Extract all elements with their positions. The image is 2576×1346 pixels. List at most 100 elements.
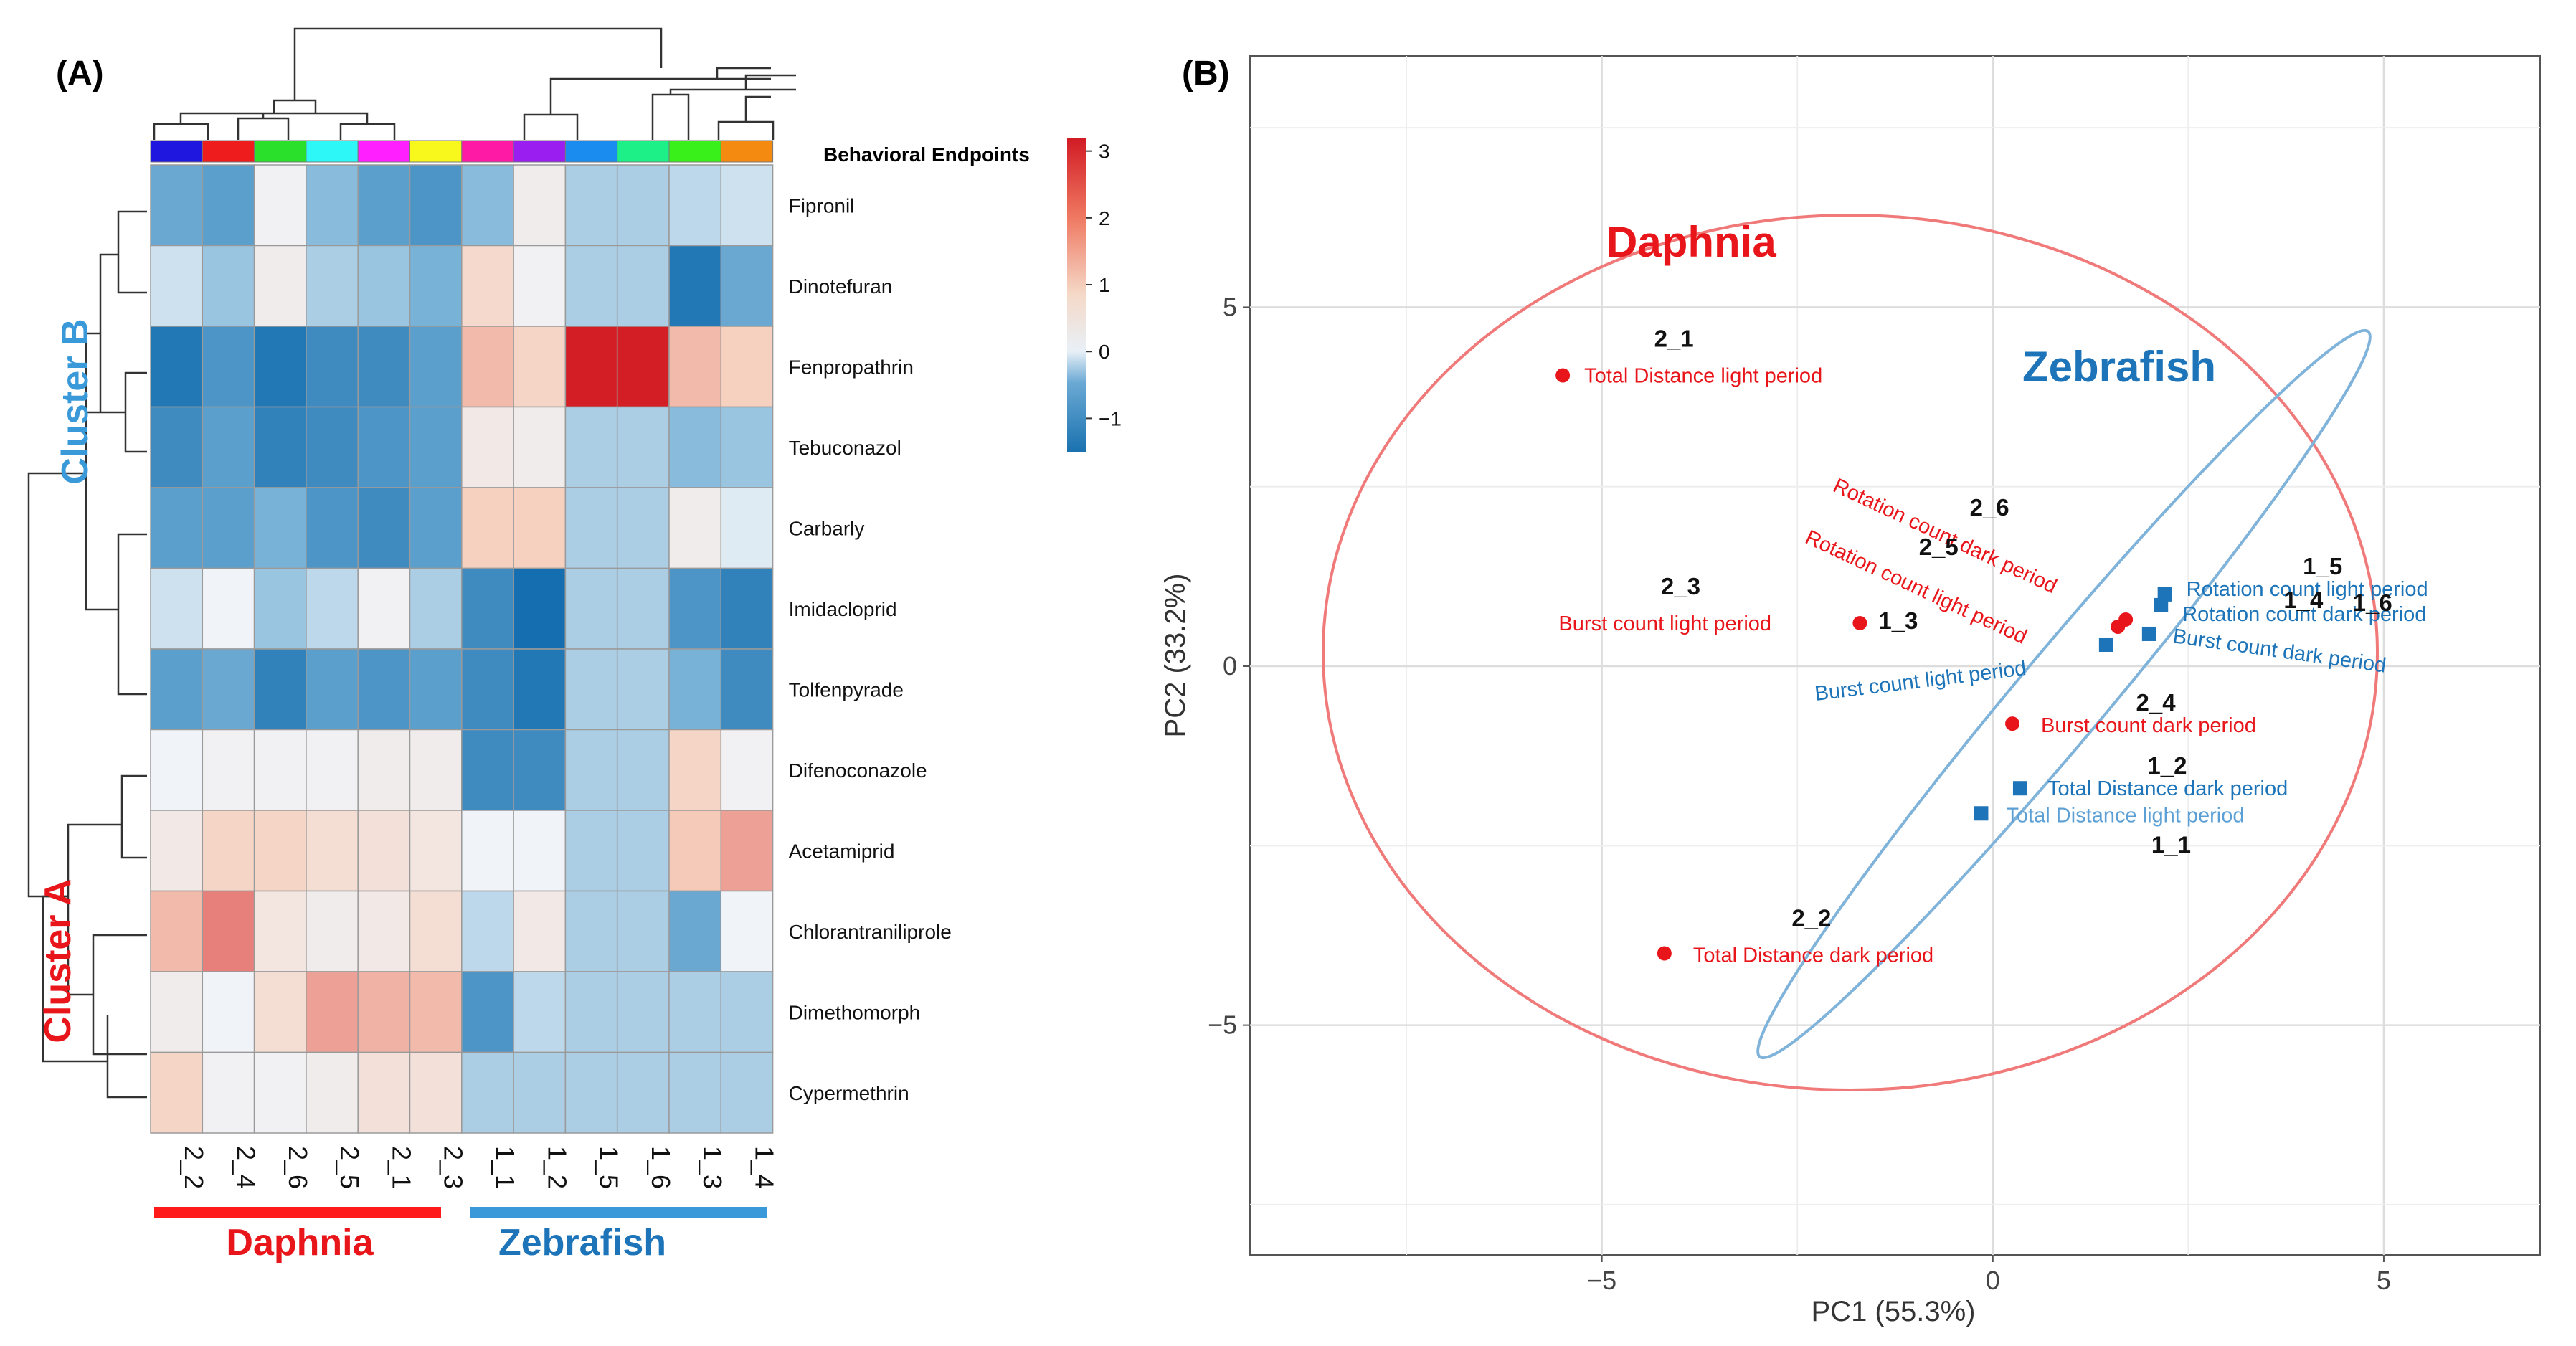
heatmap-cell-cypermethrin-2_4 <box>202 1051 255 1134</box>
heatmap-cell-cypermethrin-1_1 <box>461 1051 514 1134</box>
column-label-1_4: 1_4 <box>749 1146 779 1189</box>
column-label-1_3: 1_3 <box>698 1146 727 1189</box>
annotation-swatch-2_6 <box>254 140 307 163</box>
column-label-2_4: 2_4 <box>231 1146 260 1189</box>
heatmap-cell-chlorantraniliprole-1_1 <box>461 890 514 972</box>
heatmap-cell-fenpropathrin-2_1 <box>357 326 411 408</box>
heatmap-cell-imidacloprid-1_6 <box>616 567 670 650</box>
heatmap-cell-cypermethrin-1_6 <box>616 1051 670 1134</box>
heatmap-cell-imidacloprid-2_2 <box>150 567 204 650</box>
heatmap-cell-tolfenpyrade-2_4 <box>202 648 255 731</box>
heatmap-cell-imidacloprid-2_6 <box>253 567 307 650</box>
point-id-1_6: 1_6 <box>2353 589 2392 616</box>
point-2_1 <box>1555 368 1571 383</box>
heatmap-cell-chlorantraniliprole-1_5 <box>564 890 618 972</box>
heatmap-cell-fipronil-2_5 <box>306 164 359 247</box>
heatmap-cell-dimethomorph-1_1 <box>461 971 514 1053</box>
heatmap-cell-dimethomorph-1_2 <box>513 971 567 1053</box>
heatmap-cell-dinotefuran-1_3 <box>668 245 722 327</box>
heatmap-cell-tebuconazol-2_2 <box>150 406 204 488</box>
heatmap-cell-imidacloprid-1_2 <box>513 567 567 650</box>
column-annotation-bar <box>150 140 774 163</box>
point-label-2_2: Total Distance dark period <box>1693 944 1933 967</box>
heatmap-cell-fipronil-1_6 <box>616 164 670 247</box>
annotation-swatch-2_2 <box>150 140 203 163</box>
heatmap-cell-carbarly-1_4 <box>720 487 774 569</box>
heatmap-cell-acetamiprid-1_6 <box>616 810 670 892</box>
row-label-fenpropathrin: Fenpropathrin <box>789 356 914 378</box>
heatmap-cell-cypermethrin-2_2 <box>150 1051 204 1134</box>
row-label-tebuconazol: Tebuconazol <box>789 437 901 459</box>
pca-axis-ticks: −5 0 5 5 0 −5 <box>1208 292 2391 1295</box>
zebrafish-group-label: Zebrafish <box>498 1222 666 1264</box>
row-label-cypermethrin: Cypermethrin <box>789 1082 909 1104</box>
annotation-swatch-1_3 <box>668 140 721 163</box>
heatmap-cell-tebuconazol-1_2 <box>513 406 567 488</box>
heatmap-row-labels: Fipronil Dinotefuran Fenpropathrin Tebucona… <box>789 194 952 1104</box>
color-scale-tick-label-2: 2 <box>1099 207 1110 229</box>
column-dendrogram <box>153 27 796 140</box>
heatmap-cell-imidacloprid-2_4 <box>202 567 255 650</box>
heatmap-cell-tebuconazol-1_1 <box>461 406 514 488</box>
heatmap-cell-acetamiprid-2_6 <box>253 810 307 892</box>
heatmap-cell-difenoconazole-1_3 <box>668 729 722 811</box>
x-tick-label--5: −5 <box>1587 1266 1616 1295</box>
heatmap-cell-tolfenpyrade-2_5 <box>306 648 359 731</box>
point-label-1_5: Rotation count light period <box>2187 578 2428 601</box>
daphnia-ellipse <box>1322 214 2379 1091</box>
column-label-2_6: 2_6 <box>283 1146 313 1189</box>
heatmap-cell-imidacloprid-2_3 <box>409 567 463 650</box>
daphnia-group-title: Daphnia <box>1606 218 1776 266</box>
heatmap-cell-fenpropathrin-2_5 <box>306 326 359 408</box>
heatmap-cell-difenoconazole-1_5 <box>564 729 618 811</box>
heatmap-cell-cypermethrin-1_4 <box>720 1051 774 1134</box>
heatmap-cell-acetamiprid-2_3 <box>409 810 463 892</box>
heatmap-cell-dinotefuran-2_5 <box>306 245 359 327</box>
heatmap-cell-dimethomorph-2_6 <box>253 971 307 1053</box>
heatmap-cell-fenpropathrin-1_3 <box>668 326 722 408</box>
heatmap-cell-dimethomorph-2_4 <box>202 971 255 1053</box>
point-id-2_5: 2_5 <box>1919 534 1959 560</box>
row-label-chlorantraniliprole: Chlorantraniliprole <box>789 921 952 943</box>
point-label-1_6: Rotation count dark period <box>2182 603 2426 626</box>
annotation-swatch-1_6 <box>617 140 670 163</box>
heatmap-cell-tolfenpyrade-1_4 <box>720 648 774 731</box>
heatmap-cell-dimethomorph-2_1 <box>357 971 411 1053</box>
pca-points <box>1555 368 2172 961</box>
row-label-imidacloprid: Imidacloprid <box>789 598 897 620</box>
heatmap-cell-difenoconazole-1_1 <box>461 729 514 811</box>
heatmap-cell-difenoconazole-1_4 <box>720 729 774 811</box>
heatmap-cell-carbarly-1_5 <box>564 487 618 569</box>
daphnia-group-label: Daphnia <box>226 1222 374 1264</box>
heatmap-cell-acetamiprid-1_2 <box>513 810 567 892</box>
heatmap-cell-tebuconazol-2_3 <box>409 406 463 488</box>
heatmap-cell-dinotefuran-1_2 <box>513 245 567 327</box>
y-tick-label-0: 0 <box>1223 651 1237 681</box>
annotation-swatch-2_1 <box>357 140 411 163</box>
heatmap-cell-chlorantraniliprole-1_6 <box>616 890 670 972</box>
column-label-1_6: 1_6 <box>646 1146 676 1189</box>
heatmap-cell-imidacloprid-2_5 <box>306 567 359 650</box>
row-label-tolfenpyrade: Tolfenpyrade <box>789 678 904 701</box>
heatmap-cell-difenoconazole-2_4 <box>202 729 255 811</box>
heatmap-cell-fenpropathrin-1_6 <box>616 326 670 408</box>
annotation-swatch-1_1 <box>461 140 514 163</box>
row-label-carbarly: Carbarly <box>789 517 865 539</box>
heatmap-cell-tebuconazol-1_3 <box>668 406 722 488</box>
color-scale-ticks: 3 2 1 0 −1 <box>1086 141 1122 430</box>
heatmap-cell-fenpropathrin-2_4 <box>202 326 255 408</box>
heatmap-cell-carbarly-2_4 <box>202 487 255 569</box>
column-label-2_2: 2_2 <box>179 1146 209 1189</box>
point-1_2 <box>2012 781 2027 796</box>
zebrafish-group-bar <box>470 1207 767 1218</box>
heatmap-cell-tolfenpyrade-2_2 <box>150 648 204 731</box>
heatmap-cell-acetamiprid-2_1 <box>357 810 411 892</box>
heatmap-cell-fenpropathrin-2_6 <box>253 326 307 408</box>
row-label-difenoconazole: Difenoconazole <box>789 759 927 782</box>
heatmap-cell-dinotefuran-2_1 <box>357 245 411 327</box>
heatmap-cell-acetamiprid-1_5 <box>564 810 618 892</box>
point-1_1 <box>1974 806 1989 821</box>
heatmap-cell-fipronil-1_4 <box>720 164 774 247</box>
heatmap-cell-difenoconazole-2_1 <box>357 729 411 811</box>
point-label-1_2: Total Distance dark period <box>2047 777 2288 800</box>
